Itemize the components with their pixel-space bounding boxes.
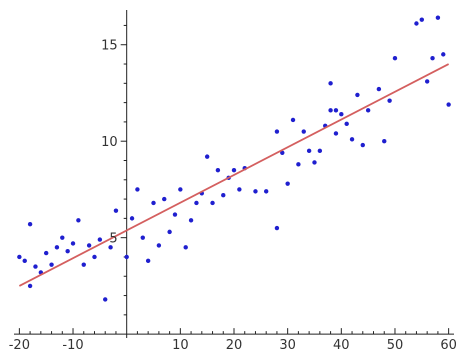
data-point: [328, 108, 333, 113]
data-point: [312, 160, 317, 165]
data-point: [70, 241, 76, 246]
data-point: [365, 108, 371, 113]
data-point: [27, 283, 33, 289]
data-point: [140, 235, 145, 240]
x-tick-label: 10: [172, 338, 189, 353]
data-point: [151, 200, 156, 206]
data-point: [392, 56, 398, 61]
data-point: [17, 254, 22, 260]
data-point: [172, 212, 178, 217]
data-point: [178, 187, 183, 192]
data-point: [215, 167, 221, 173]
data-point: [194, 200, 199, 206]
x-tick-label: 50: [387, 338, 404, 353]
data-point: [349, 137, 355, 142]
data-point: [441, 52, 446, 57]
data-point: [183, 245, 188, 250]
tick-labels: -20 -10 10 20 30 40 50 60 5 10 15: [9, 39, 457, 353]
data-point: [129, 216, 135, 221]
data-point: [92, 254, 97, 260]
data-point: [280, 150, 285, 155]
data-point: [86, 243, 92, 248]
data-point: [43, 250, 49, 256]
data-point: [97, 237, 103, 242]
data-point: [376, 86, 382, 92]
x-tick-label: -10: [62, 338, 83, 353]
data-point: [419, 17, 425, 22]
data-point: [162, 196, 167, 202]
data-point: [387, 98, 392, 103]
data-point: [446, 102, 451, 107]
data-point: [210, 200, 215, 206]
regression-line: [18, 63, 450, 287]
data-point: [27, 221, 33, 227]
data-point: [339, 111, 344, 117]
regression-line-group: [18, 63, 450, 287]
data-point: [355, 92, 360, 98]
data-point: [333, 131, 339, 136]
data-point: [49, 262, 54, 267]
data-point: [188, 218, 194, 223]
x-tick-label: 30: [279, 338, 296, 353]
data-point: [60, 235, 65, 240]
x-tick-label: -20: [9, 338, 30, 353]
data-point: [237, 187, 242, 192]
y-tick-label: 10: [101, 135, 118, 150]
axes: [14, 10, 454, 338]
data-point: [145, 258, 151, 264]
data-point: [204, 154, 210, 159]
data-point: [317, 148, 323, 154]
data-point: [382, 139, 387, 144]
data-point: [290, 117, 296, 123]
data-point: [81, 262, 86, 267]
y-tick-label: 15: [101, 39, 118, 54]
data-point: [65, 248, 70, 254]
data-point: [344, 121, 349, 127]
data-point: [263, 189, 269, 194]
data-point: [221, 193, 226, 198]
y-tick-label: 5: [109, 232, 117, 247]
data-point: [414, 21, 419, 26]
data-point: [231, 167, 237, 173]
data-point: [360, 142, 365, 148]
data-point: [124, 254, 129, 260]
data-point: [54, 245, 60, 250]
data-point: [113, 208, 119, 213]
data-point: [167, 229, 172, 235]
data-point: [103, 297, 108, 302]
data-point: [306, 148, 312, 154]
data-point: [333, 108, 339, 113]
x-tick-label: 40: [333, 338, 350, 353]
data-points: [17, 15, 451, 302]
data-point: [108, 245, 113, 250]
data-point: [328, 81, 333, 86]
data-point: [76, 218, 81, 223]
data-point: [424, 79, 430, 84]
data-point: [33, 264, 38, 269]
data-point: [285, 181, 290, 186]
data-point: [301, 129, 306, 134]
data-point: [253, 189, 258, 194]
data-point: [435, 15, 441, 20]
data-point: [22, 258, 27, 264]
data-point: [274, 225, 280, 231]
data-point: [156, 243, 162, 248]
data-point: [274, 129, 280, 134]
x-tick-label: 20: [226, 338, 243, 353]
data-point: [430, 56, 435, 61]
data-point: [296, 162, 301, 167]
x-tick-label: 60: [440, 338, 457, 353]
data-point: [135, 187, 140, 192]
